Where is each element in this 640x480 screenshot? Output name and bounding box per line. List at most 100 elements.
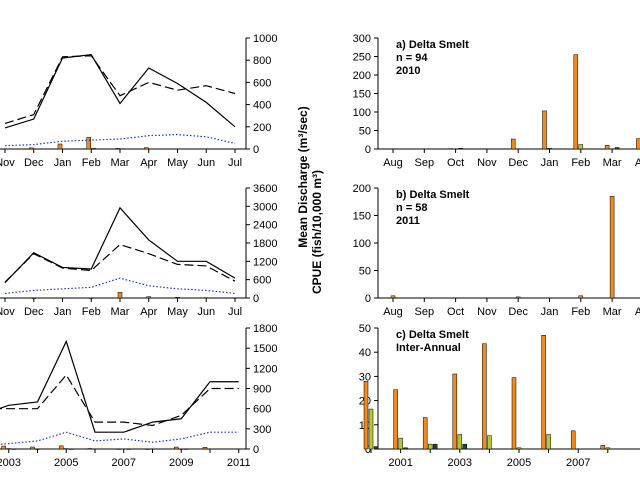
y-tick-label: 600 <box>253 275 271 287</box>
bar-orange <box>115 148 120 150</box>
bar-orange <box>393 389 398 450</box>
x-tick-label: Oct <box>447 157 464 169</box>
x-tick-label: 2001 <box>388 457 412 469</box>
x-tick-label: Apr <box>140 157 157 169</box>
x-tick-label: Jun <box>197 306 215 318</box>
y-tick-label: 100 <box>353 238 371 250</box>
bar-orange <box>390 295 396 299</box>
discharge-line-dashed <box>4 243 236 283</box>
y-tick-label: 600 <box>253 77 271 89</box>
bar-orange <box>29 147 34 150</box>
y-tick-label: 200 <box>353 70 371 82</box>
x-tick-label: Oct <box>447 306 464 318</box>
bar-dark <box>11 448 16 450</box>
y-tick-label: 1800 <box>253 238 277 250</box>
x-tick-label: Jan <box>541 306 559 318</box>
panel-left-2011: 0 600 1200 1800 2400 3000 3600 Nov Dec Jan Feb Mar A… <box>0 183 277 318</box>
bar-orange <box>86 137 91 150</box>
x-tick-label: Nov <box>0 157 15 169</box>
bar-orange <box>452 373 458 450</box>
y-tick-label: 200 <box>353 183 371 195</box>
x-tick-label: Jul <box>228 157 242 169</box>
bar-orange <box>30 446 35 450</box>
x-tick-label: 2011 <box>227 457 251 469</box>
x-tick-label: Dec <box>24 306 44 318</box>
panel-title: a) Delta Smelt <box>396 39 469 51</box>
x-tick-label: 2009 <box>169 457 193 469</box>
y-tick-label: 0 <box>365 144 371 156</box>
x-tick-label: Aug <box>383 306 403 318</box>
bar-green <box>6 448 11 450</box>
bar-dark <box>373 446 379 450</box>
discharge-line-solid <box>4 54 236 129</box>
discharge-line-solid <box>0 339 239 433</box>
x-tick-label: May <box>167 157 188 169</box>
bar-green <box>368 408 374 450</box>
bar-orange <box>117 292 123 299</box>
x-tick-label: Apr <box>140 306 157 318</box>
x-tick-label: Mar <box>111 157 130 169</box>
x-tick-label: Nov <box>477 157 497 169</box>
y-tick-label: 900 <box>253 384 271 396</box>
bar-orange <box>510 138 516 150</box>
bar-orange <box>174 446 179 450</box>
bar-green <box>578 144 584 150</box>
x-tick-label: 2003 <box>0 457 21 469</box>
y-tick-label: 0 <box>365 444 371 456</box>
bar-green <box>35 448 40 450</box>
x-tick-label: Sep <box>415 157 435 169</box>
x-tick-label: Dec <box>508 157 528 169</box>
y-tick-label: 30 <box>359 371 371 383</box>
panel-right-a: 0 50 100 150 200 250 300 Aug Sep Oct Nov Dec Jan Feb M… <box>353 33 640 169</box>
bar-orange <box>422 417 428 450</box>
x-tick-label: Feb <box>82 157 101 169</box>
y-tick-label: 0 <box>253 444 259 456</box>
x-tick-label: Jan <box>54 157 72 169</box>
x-tick-label: Nov <box>477 306 497 318</box>
panel-year-label: 2010 <box>396 65 420 77</box>
x-tick-label: Nov <box>0 306 15 318</box>
x-tick-label: Aug <box>383 157 403 169</box>
discharge-line-dotted <box>4 133 236 147</box>
bar-orange <box>636 138 640 150</box>
x-tick-label: 2003 <box>448 457 472 469</box>
x-tick-label: Mar <box>603 157 622 169</box>
bar-green <box>457 434 463 450</box>
x-tick-label: Dec <box>508 306 528 318</box>
panel-title: b) Delta Smelt <box>396 189 470 201</box>
discharge-line-dashed <box>4 55 236 125</box>
y-tick-label: 3000 <box>253 201 277 213</box>
y-tick-label: 0 <box>365 293 371 305</box>
left-y-axis-label: Mean Discharge (m³/sec) <box>296 106 310 247</box>
y-tick-label: 1200 <box>253 363 277 375</box>
x-tick-label: Jan <box>541 157 559 169</box>
bar-orange <box>87 448 93 450</box>
bar-green <box>120 148 125 150</box>
bar-orange <box>1 445 6 450</box>
discharge-line-solid <box>4 206 236 284</box>
panel-right-c: 010203040502001200320052007c) Delta Smel… <box>359 323 640 469</box>
y-tick-label: 0 <box>253 144 259 156</box>
y-tick-label: 0 <box>253 293 259 305</box>
bar-orange <box>145 448 150 450</box>
bar-orange <box>89 297 94 299</box>
bar-orange <box>482 343 487 450</box>
bar-orange <box>573 54 579 150</box>
bar-green <box>179 448 184 450</box>
bar-orange <box>600 445 606 450</box>
y-tick-label: 400 <box>253 100 271 112</box>
bar-green <box>64 448 69 450</box>
bar-orange <box>175 297 180 299</box>
discharge-line-dotted <box>0 431 239 445</box>
x-tick-label: Dec <box>24 157 44 169</box>
bar-orange <box>511 377 517 450</box>
bar-orange <box>570 430 576 450</box>
x-tick-label: Jul <box>228 306 242 318</box>
panel-left-2010: 0 200 400 600 800 1000 Nov Dec Jan Feb Mar Apr May Ju… <box>0 33 277 169</box>
y-tick-label: 1200 <box>253 256 277 268</box>
bar-green <box>487 435 492 450</box>
bar-orange <box>363 380 369 450</box>
panel-year-label: Inter-Annual <box>396 342 461 354</box>
x-tick-label: 2005 <box>507 457 531 469</box>
